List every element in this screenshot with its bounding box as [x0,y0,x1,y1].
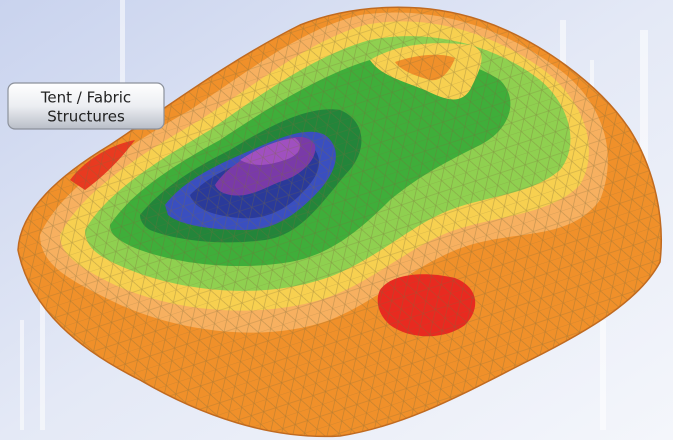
scene: Tent / Fabric Structures [0,0,673,440]
page: Tent / Fabric Structures (() => { const … [0,0,673,440]
button-label[interactable]: Tent / Fabric [40,89,131,107]
category-button[interactable]: Tent / Fabric Structures [8,83,164,129]
button-label[interactable]: Structures [47,108,125,126]
